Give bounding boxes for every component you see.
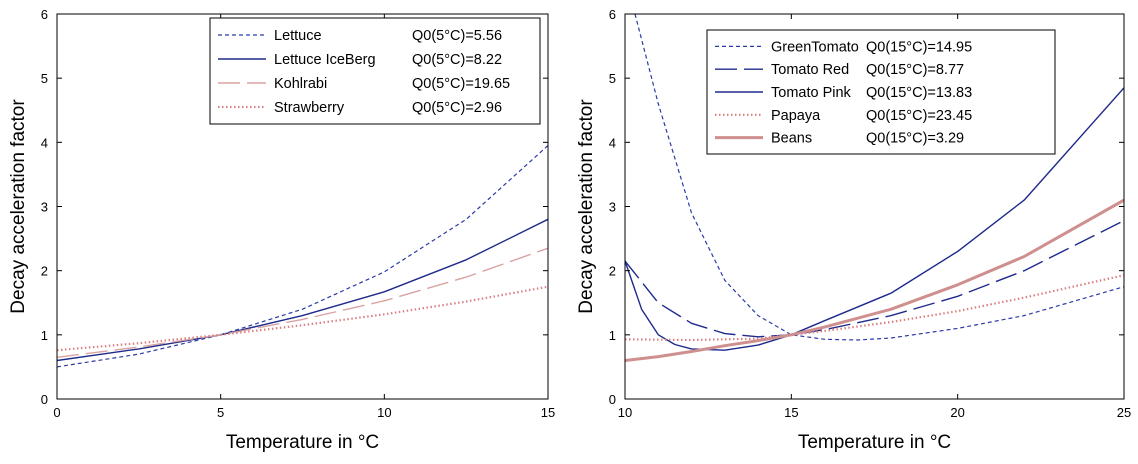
- legend-entry-name: Beans: [771, 131, 812, 147]
- series-line-3: [57, 285, 548, 352]
- y-tick-label: 2: [609, 264, 616, 279]
- legend-entry-q0: Q0(15°C)=23.45: [866, 108, 972, 124]
- right-chart: 10 15 20 25 0 1 2 3 4 5 6 Temperature in °C Decay ac…: [576, 7, 1131, 453]
- series-line-4: [625, 198, 1124, 362]
- legend-entry-q0: Q0(15°C)=13.83: [866, 85, 972, 101]
- legend-entry-name: Strawberry: [274, 100, 345, 116]
- series-lines: [625, 14, 1124, 362]
- x-axis-label: Temperature in °C: [798, 432, 951, 453]
- x-tick-label: 25: [1117, 405, 1131, 420]
- legend-entry-q0: Q0(5°C)=2.96: [412, 100, 502, 116]
- series-line-1: [57, 218, 548, 362]
- legend-entry-q0: Q0(5°C)=8.22: [412, 52, 502, 68]
- y-tick-label: 4: [41, 135, 48, 150]
- legend-entry-name: GreenTomato: [771, 39, 859, 55]
- x-tick-label: 15: [784, 405, 798, 420]
- x-tick-label: 0: [53, 405, 60, 420]
- y-tick-label: 2: [41, 264, 48, 279]
- left-chart: 0 5 10 15 0 1 2 3 4 5 6 Temperature in °C Decay acce…: [8, 7, 555, 453]
- legend-box: [209, 17, 541, 125]
- y-tick-label: 5: [609, 71, 616, 86]
- y-axis-label: Decay acceleration factor: [8, 99, 29, 314]
- legend-entry-name: Papaya: [771, 108, 821, 124]
- y-tick-label: 1: [609, 328, 616, 343]
- x-tick-label: 10: [377, 405, 391, 420]
- series-line-3: [625, 274, 1124, 342]
- legend-entry-q0: Q0(5°C)=5.56: [412, 28, 502, 44]
- y-tick-label: 3: [609, 200, 616, 215]
- y-axis-label: Decay acceleration factor: [576, 99, 597, 314]
- legend-entry-name: Tomato Red: [771, 62, 849, 78]
- x-tick-label: 20: [950, 405, 964, 420]
- x-tick-label: 5: [217, 405, 224, 420]
- series-line-0: [57, 145, 548, 368]
- y-tick-label: 6: [41, 7, 48, 22]
- legend-entry-name: Tomato Pink: [771, 85, 852, 101]
- legend: Lettuce Q0(5°C)=5.56 Lettuce IceBerg Q0(5°C…: [209, 17, 541, 125]
- series-line-2: [57, 247, 548, 358]
- y-tick-label: 0: [41, 392, 48, 407]
- x-tick-label: 15: [541, 405, 555, 420]
- legend-entry-name: Lettuce: [274, 28, 322, 44]
- y-tick-label: 0: [609, 392, 616, 407]
- y-tick-label: 6: [609, 7, 616, 22]
- y-tick-label: 3: [41, 200, 48, 215]
- series-line-1: [625, 219, 1124, 338]
- y-tick-label: 5: [41, 71, 48, 86]
- x-axis-label: Temperature in °C: [226, 432, 379, 453]
- legend: GreenTomato Q0(15°C)=14.95 Tomato Red Q0(15…: [706, 29, 1056, 155]
- legend-box: [706, 29, 1056, 155]
- legend-entry-name: Lettuce IceBerg: [274, 52, 376, 68]
- legend-entry-q0: Q0(5°C)=19.65: [412, 76, 510, 92]
- y-tick-label: 4: [609, 135, 616, 150]
- y-tick-label: 1: [41, 328, 48, 343]
- series-line-2: [625, 87, 1124, 351]
- legend-entry-q0: Q0(15°C)=14.95: [866, 39, 972, 55]
- series-line-0: [634, 14, 1124, 341]
- legend-entry-q0: Q0(15°C)=3.29: [866, 131, 964, 147]
- x-tick-label: 10: [618, 405, 632, 420]
- legend-entry-name: Kohlrabi: [274, 76, 327, 92]
- series-lines: [57, 145, 548, 368]
- legend-entry-q0: Q0(15°C)=8.77: [866, 62, 964, 78]
